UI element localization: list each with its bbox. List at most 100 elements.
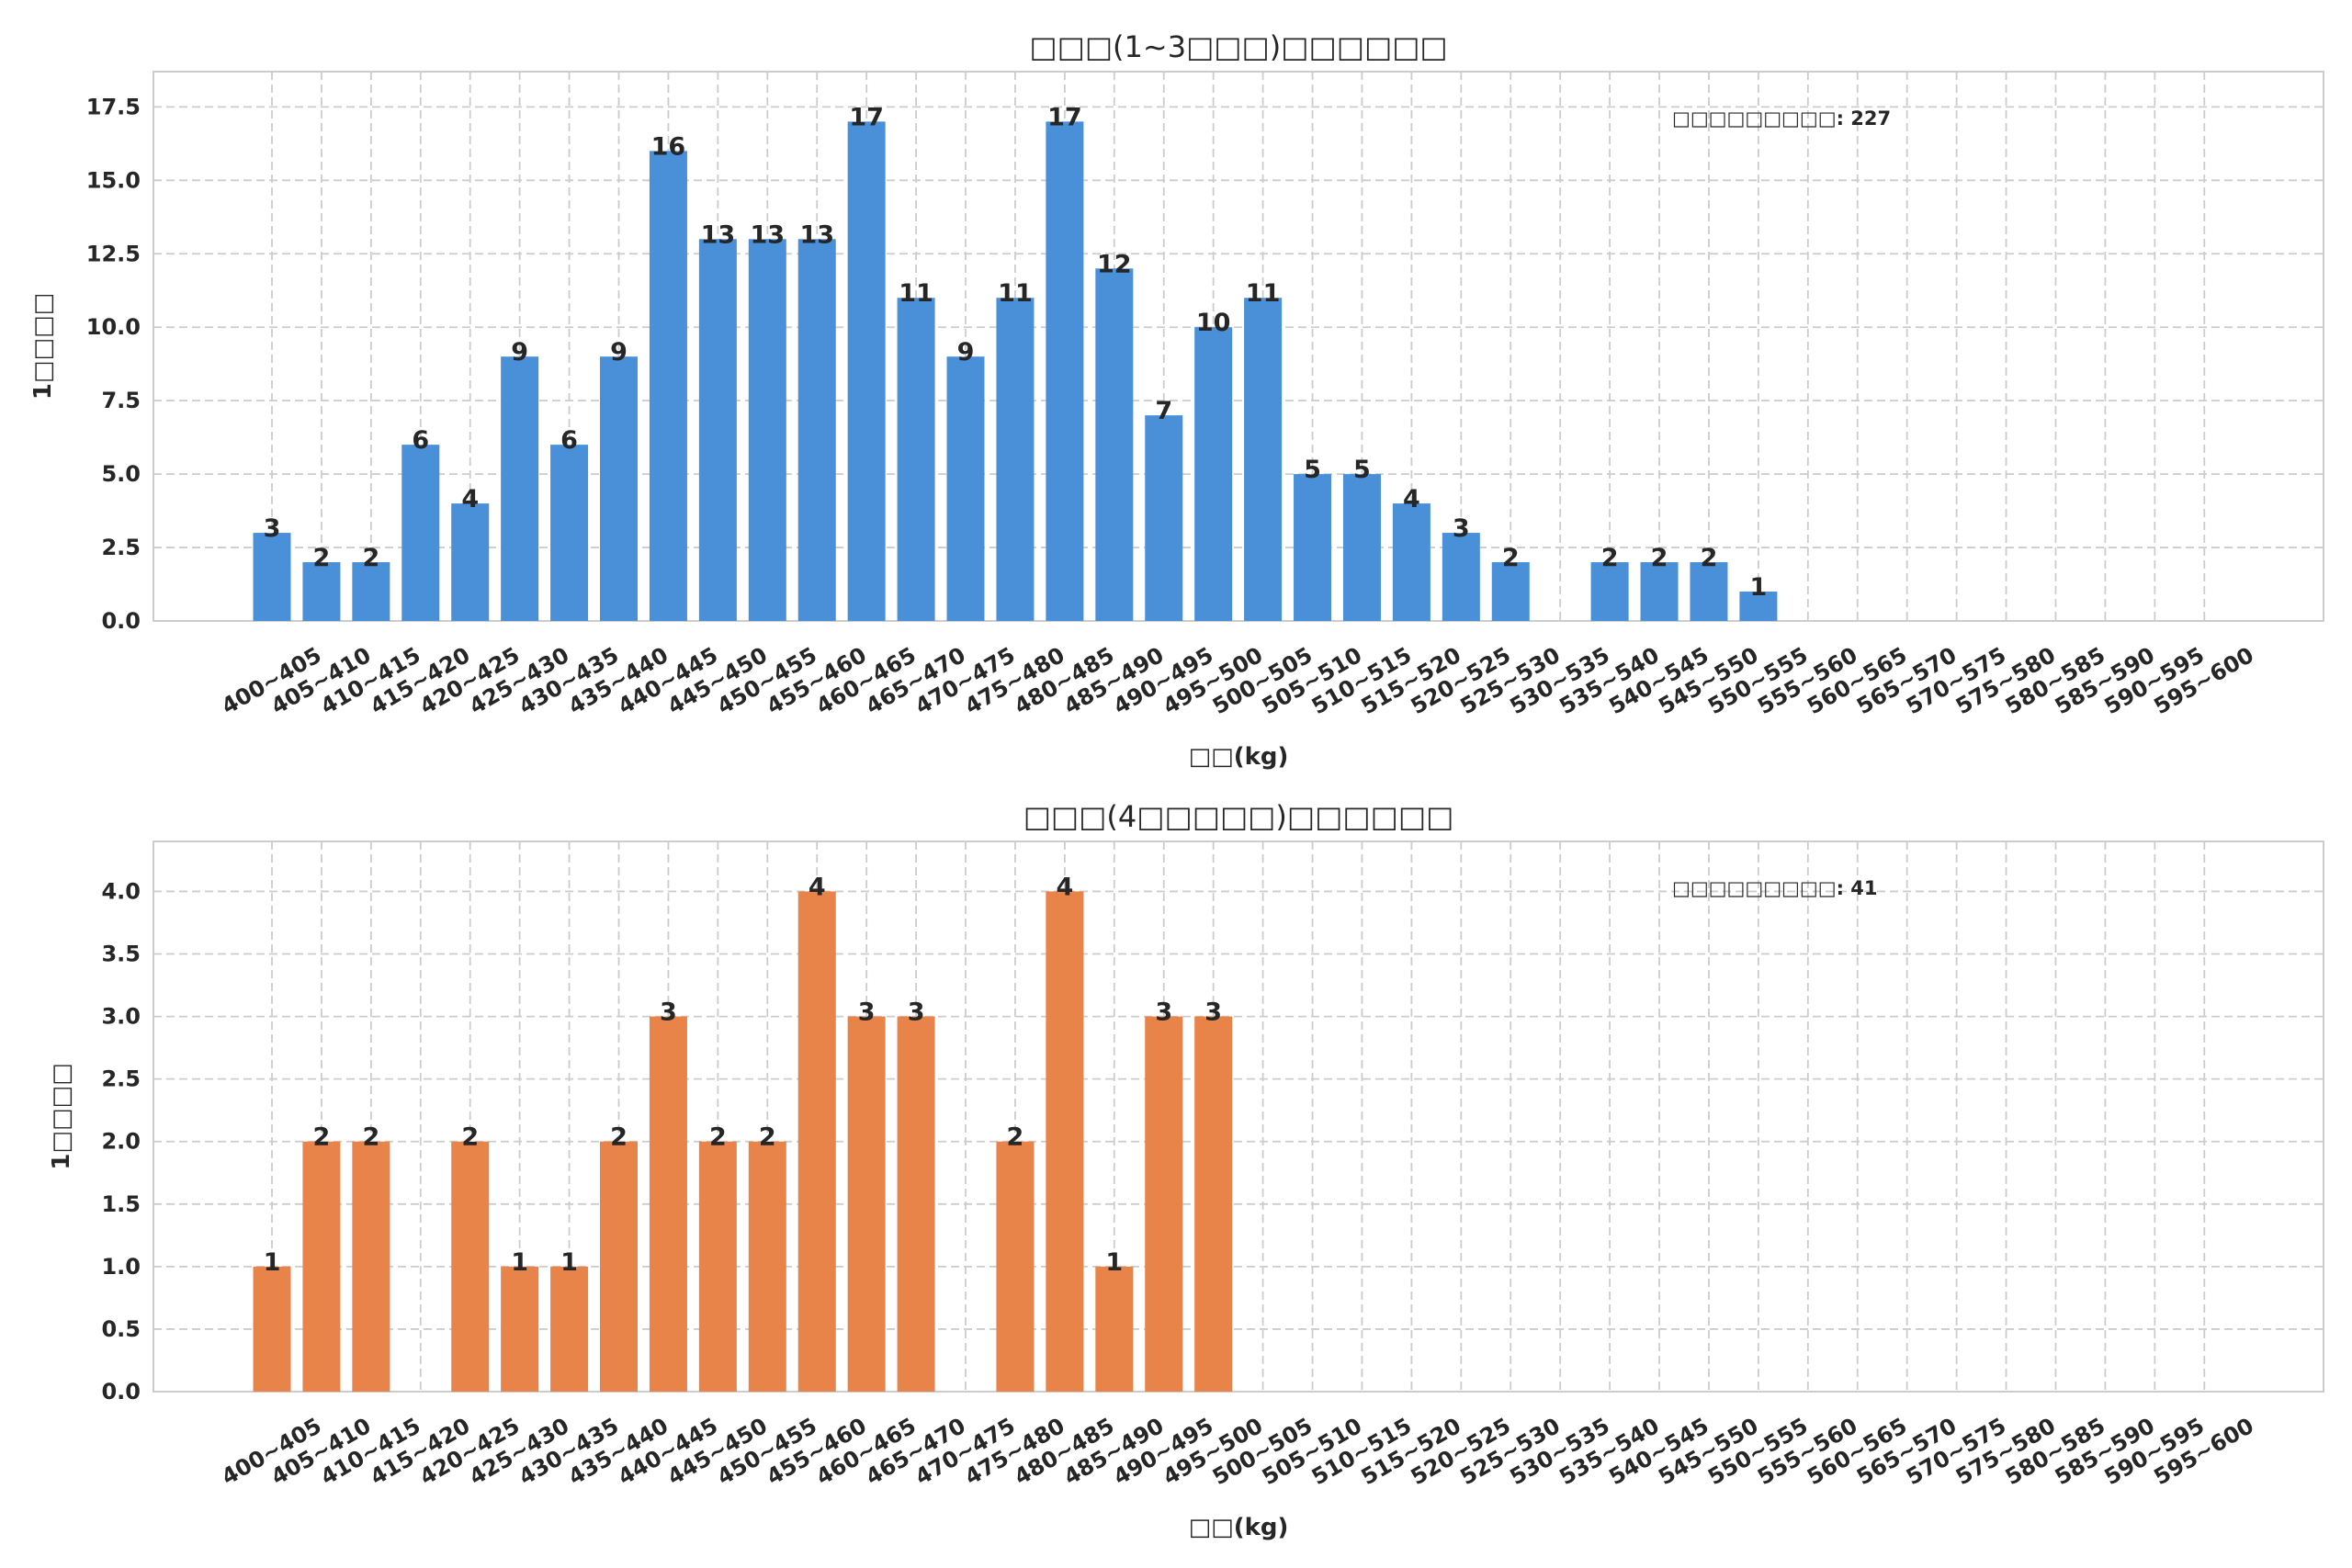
bar-value-label: 11 xyxy=(998,279,1033,308)
bar-value-label: 2 xyxy=(610,1123,628,1152)
bar xyxy=(451,1141,490,1392)
bar xyxy=(401,445,440,621)
y-axis-label: 1□□□□ xyxy=(29,293,57,400)
bar xyxy=(649,151,687,622)
bar xyxy=(1145,1016,1183,1392)
bar xyxy=(748,239,786,621)
y-tick-label: 17.5 xyxy=(86,94,141,119)
bar xyxy=(501,356,539,621)
chart-2: 0.00.51.01.52.02.53.03.54.01400~4052405~… xyxy=(48,799,2324,1541)
y-tick-label: 3.5 xyxy=(101,942,141,967)
bar-value-label: 2 xyxy=(759,1123,776,1152)
y-tick-label: 3.0 xyxy=(101,1004,141,1030)
bar-value-label: 2 xyxy=(1651,544,1668,572)
bar-value-label: 1 xyxy=(560,1248,578,1277)
bar-value-label: 1 xyxy=(511,1248,528,1277)
y-tick-label: 4.0 xyxy=(101,878,141,904)
bar xyxy=(1244,298,1283,621)
bar xyxy=(1194,327,1233,621)
y-tick-label: 2.5 xyxy=(101,1066,141,1092)
bar xyxy=(600,1141,639,1392)
bar-value-label: 4 xyxy=(461,485,479,513)
bar xyxy=(253,1266,291,1392)
bar-value-label: 3 xyxy=(1204,998,1222,1027)
bar-value-label: 6 xyxy=(560,426,578,455)
bar xyxy=(797,239,836,621)
bar xyxy=(302,562,341,621)
y-tick-label: 1.0 xyxy=(101,1254,141,1280)
x-axis-label: □□(kg) xyxy=(1189,1514,1289,1541)
bar-value-label: 2 xyxy=(1701,544,1718,572)
bar-value-label: 2 xyxy=(1601,544,1619,572)
bar-value-label: 9 xyxy=(511,338,528,367)
bar-value-label: 3 xyxy=(660,998,677,1027)
bar xyxy=(897,298,935,621)
bar-value-label: 11 xyxy=(899,279,933,308)
chart-title: □□□(4□□□□□)□□□□□□ xyxy=(1023,799,1454,834)
bar xyxy=(1640,562,1679,621)
bar xyxy=(698,1141,737,1392)
bar-value-label: 2 xyxy=(1007,1123,1024,1152)
chart-1: 0.02.55.07.510.012.515.017.53400~4052405… xyxy=(29,29,2324,771)
bar-value-label: 3 xyxy=(1155,998,1172,1027)
bar xyxy=(1491,562,1530,621)
bar-value-label: 16 xyxy=(651,132,686,161)
bar xyxy=(1590,562,1629,621)
y-tick-label: 2.0 xyxy=(101,1129,141,1155)
y-axis-label: 1□□□□ xyxy=(48,1063,75,1169)
total-count-annotation: □□□□□□□□□: 227 xyxy=(1672,107,1891,130)
bar-value-label: 17 xyxy=(849,103,884,131)
bar xyxy=(1342,474,1381,621)
bar-value-label: 17 xyxy=(1047,103,1082,131)
bar-value-label: 9 xyxy=(957,338,975,367)
bar xyxy=(797,891,836,1392)
bar xyxy=(847,1016,886,1392)
bar-value-label: 3 xyxy=(908,998,925,1027)
bar-value-label: 1 xyxy=(1105,1248,1123,1277)
bar-value-label: 3 xyxy=(1453,514,1470,543)
bar xyxy=(1442,533,1480,621)
bar xyxy=(996,298,1035,621)
bar-value-label: 2 xyxy=(313,1123,331,1152)
bar xyxy=(1095,268,1134,621)
bar-value-label: 3 xyxy=(858,998,876,1027)
bar-value-label: 2 xyxy=(709,1123,727,1152)
y-tick-label: 1.5 xyxy=(101,1191,141,1217)
bar-value-label: 13 xyxy=(799,220,834,249)
total-count-annotation: □□□□□□□□□: 41 xyxy=(1672,877,1878,899)
y-tick-label: 0.0 xyxy=(101,1379,141,1404)
y-tick-label: 0.5 xyxy=(101,1316,141,1342)
y-tick-label: 15.0 xyxy=(86,167,141,193)
bar-value-label: 2 xyxy=(313,544,331,572)
bar xyxy=(253,533,291,621)
bar-value-label: 6 xyxy=(412,426,429,455)
bar-value-label: 1 xyxy=(264,1248,281,1277)
bar xyxy=(550,445,589,621)
axes-frame xyxy=(153,71,2324,622)
bar-value-label: 10 xyxy=(1196,309,1231,337)
bar-value-label: 13 xyxy=(751,220,786,249)
y-tick-label: 2.5 xyxy=(101,535,141,560)
bar-value-label: 3 xyxy=(264,514,281,543)
bar-value-label: 2 xyxy=(1502,544,1520,572)
bar xyxy=(1294,474,1332,621)
bar-value-label: 1 xyxy=(1750,573,1768,602)
axes-frame xyxy=(153,840,2324,1393)
bar xyxy=(1145,415,1183,621)
bar xyxy=(600,356,639,621)
bar-value-label: 2 xyxy=(461,1123,479,1152)
bar-value-label: 4 xyxy=(1403,485,1420,513)
bar xyxy=(1046,121,1084,621)
y-tick-label: 10.0 xyxy=(86,314,141,340)
bar-value-label: 2 xyxy=(362,1123,379,1152)
y-tick-label: 5.0 xyxy=(101,461,141,487)
bar-value-label: 9 xyxy=(610,338,628,367)
bar xyxy=(698,239,737,621)
bar xyxy=(847,121,886,621)
chart-title: □□□(1~3□□□)□□□□□□ xyxy=(1029,29,1447,64)
bar-value-label: 11 xyxy=(1246,279,1281,308)
bar xyxy=(352,562,390,621)
bar-value-label: 5 xyxy=(1304,456,1321,484)
y-tick-label: 7.5 xyxy=(101,388,141,413)
